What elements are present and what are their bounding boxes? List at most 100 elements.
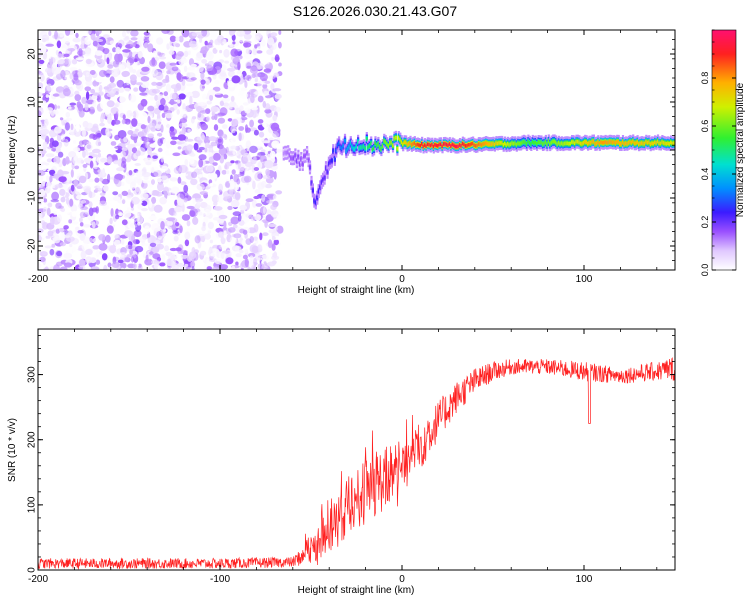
noise-speckle [140, 193, 149, 200]
noise-speckle [142, 180, 151, 184]
noise-speckle [175, 247, 182, 252]
ridge-cell [451, 142, 454, 147]
noise-speckle [197, 121, 201, 129]
noise-speckle [199, 110, 208, 114]
ridge-cell [354, 147, 357, 151]
ridge-cell [410, 143, 413, 147]
noise-speckle [262, 206, 266, 214]
noise-speckle [250, 216, 256, 222]
noise-speckle [95, 259, 101, 265]
noise-speckle [81, 243, 89, 251]
noise-speckle [217, 231, 224, 238]
ridge-cell [522, 140, 526, 144]
noise-speckle [159, 196, 167, 205]
ridge-cell [381, 144, 384, 148]
noise-speckle [149, 166, 159, 172]
noise-speckle [96, 58, 106, 68]
ridge-cell [310, 181, 313, 185]
ridge-cell [349, 141, 352, 145]
ridge-cell [479, 142, 482, 146]
y-tick-label: 20 [27, 48, 38, 60]
noise-speckle [76, 101, 82, 109]
colorbar-tick-label: 0.4 [700, 168, 710, 181]
noise-speckle [153, 169, 162, 178]
noise-speckle [151, 179, 155, 185]
noise-speckle [264, 64, 271, 69]
ridge-cell [348, 144, 351, 149]
noise-speckle [169, 62, 177, 66]
noise-speckle [275, 190, 283, 195]
noise-speckle [78, 175, 87, 184]
noise-speckle [106, 156, 113, 165]
noise-speckle [68, 219, 73, 224]
noise-speckle [177, 134, 186, 141]
noise-speckle [48, 30, 52, 36]
noise-speckle [109, 40, 116, 45]
noise-speckle [135, 150, 141, 157]
noise-speckle [140, 80, 150, 88]
noise-speckle [90, 33, 96, 41]
noise-speckle [168, 147, 172, 154]
noise-speckle [169, 45, 174, 51]
noise-speckle [182, 103, 186, 111]
ridge-cell [456, 144, 459, 149]
noise-speckle [206, 116, 210, 122]
noise-speckle [230, 145, 237, 150]
noise-speckle [156, 37, 164, 45]
ridge-cell [539, 140, 542, 145]
noise-speckle [121, 267, 125, 270]
ridge-cell [595, 141, 598, 146]
noise-speckle [118, 252, 128, 258]
noise-speckle [162, 37, 168, 43]
noise-speckle [211, 194, 220, 203]
ridge-cell [515, 142, 518, 147]
noise-speckle [263, 261, 267, 265]
colorbar-tick-label: 0.8 [700, 72, 710, 85]
noise-speckle [94, 85, 99, 94]
noise-speckle [207, 221, 214, 230]
noise-speckle [69, 67, 78, 71]
noise-speckle [59, 117, 64, 121]
noise-speckle [114, 31, 121, 41]
ridge-cell [352, 147, 355, 151]
noise-speckle [267, 37, 275, 46]
noise-speckle [84, 102, 89, 111]
noise-speckle [266, 33, 274, 38]
noise-speckle [200, 71, 205, 80]
noise-speckle [273, 239, 279, 246]
ridge-cell [453, 143, 456, 148]
ridge-cell [604, 140, 607, 144]
noise-speckle [222, 102, 230, 107]
noise-speckle [127, 219, 136, 224]
ridge-cell [442, 142, 446, 146]
noise-speckle [181, 214, 191, 221]
noise-speckle [89, 237, 93, 244]
noise-speckle [263, 68, 272, 73]
noise-speckle [82, 149, 86, 158]
ridge-cell [374, 141, 377, 145]
noise-speckle [46, 207, 51, 216]
ridge-cell [361, 145, 364, 150]
noise-speckle [175, 43, 181, 48]
noise-speckle [176, 109, 180, 115]
noise-speckle [114, 134, 120, 141]
noise-speckle [132, 111, 137, 119]
noise-speckle [93, 166, 98, 170]
noise-speckle [173, 166, 181, 174]
noise-speckle [118, 64, 126, 71]
noise-speckle [187, 128, 191, 133]
ridge-cell [621, 140, 625, 144]
noise-speckle [218, 214, 228, 220]
ridge-cell [384, 140, 387, 144]
noise-speckle [86, 144, 92, 150]
noise-speckle [274, 56, 280, 61]
noise-speckle [107, 173, 111, 183]
noise-speckle [130, 37, 138, 41]
noise-speckle [59, 266, 68, 270]
noise-speckle [169, 92, 177, 100]
noise-speckle [184, 231, 191, 240]
noise-speckle [66, 232, 72, 236]
noise-speckle [45, 67, 53, 73]
noise-speckle [217, 138, 222, 143]
ridge-cell [287, 150, 290, 154]
